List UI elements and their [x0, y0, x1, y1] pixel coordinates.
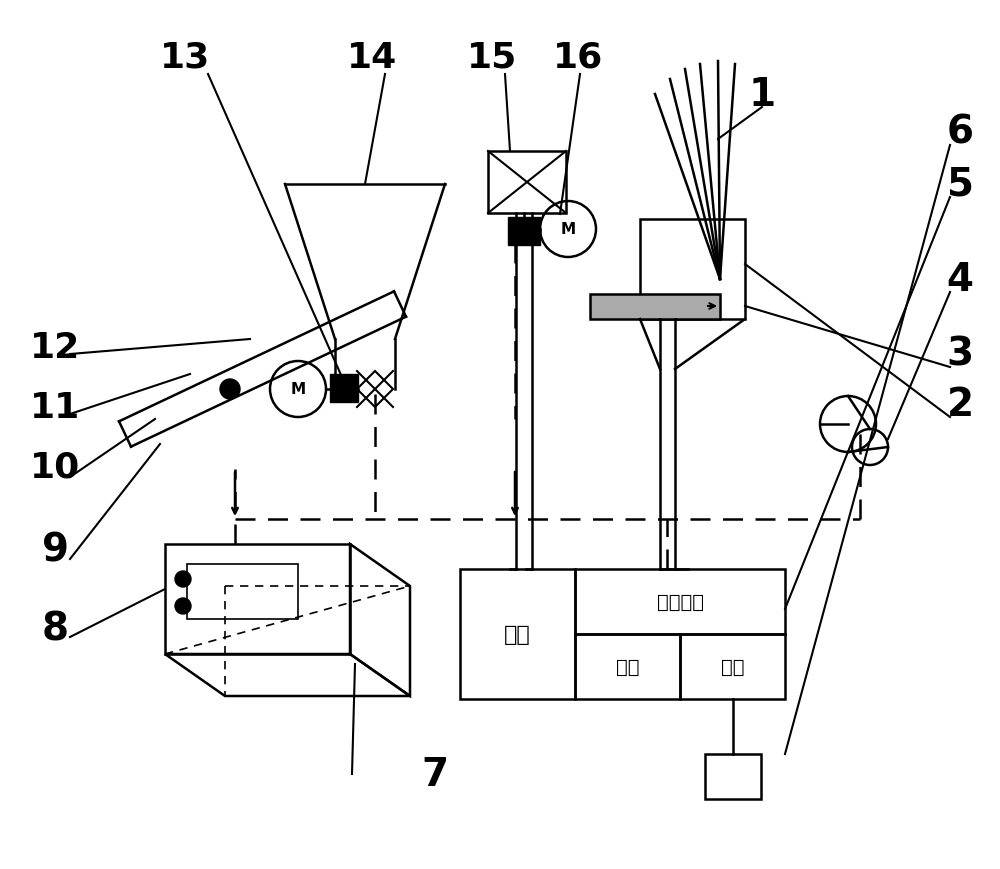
- Text: 12: 12: [30, 330, 80, 365]
- Text: 11: 11: [30, 390, 80, 425]
- Circle shape: [220, 380, 240, 400]
- Circle shape: [175, 599, 191, 614]
- Text: 15: 15: [467, 41, 517, 75]
- FancyBboxPatch shape: [488, 152, 566, 214]
- Text: 6: 6: [946, 114, 974, 152]
- Text: 8: 8: [42, 610, 69, 648]
- Text: 煤样缩分: 煤样缩分: [656, 593, 704, 611]
- Circle shape: [175, 571, 191, 587]
- FancyBboxPatch shape: [187, 564, 298, 620]
- Text: M: M: [290, 382, 306, 397]
- Text: 10: 10: [30, 450, 80, 484]
- Text: 5: 5: [946, 166, 974, 203]
- Text: 留样: 留样: [616, 657, 639, 676]
- Text: 13: 13: [160, 41, 210, 75]
- FancyBboxPatch shape: [640, 220, 745, 320]
- Text: 3: 3: [946, 335, 974, 374]
- FancyBboxPatch shape: [704, 754, 761, 799]
- Text: 16: 16: [553, 41, 603, 75]
- Text: 1: 1: [748, 76, 776, 114]
- FancyBboxPatch shape: [330, 375, 358, 402]
- Text: 14: 14: [347, 41, 397, 75]
- Text: 4: 4: [946, 261, 974, 299]
- Text: 备样: 备样: [721, 657, 744, 676]
- FancyBboxPatch shape: [508, 218, 540, 246]
- Text: 2: 2: [946, 386, 974, 423]
- Text: M: M: [560, 222, 576, 237]
- FancyBboxPatch shape: [590, 295, 720, 320]
- Text: 7: 7: [421, 755, 449, 793]
- Text: 9: 9: [42, 530, 69, 568]
- Text: 弃样: 弃样: [504, 624, 531, 644]
